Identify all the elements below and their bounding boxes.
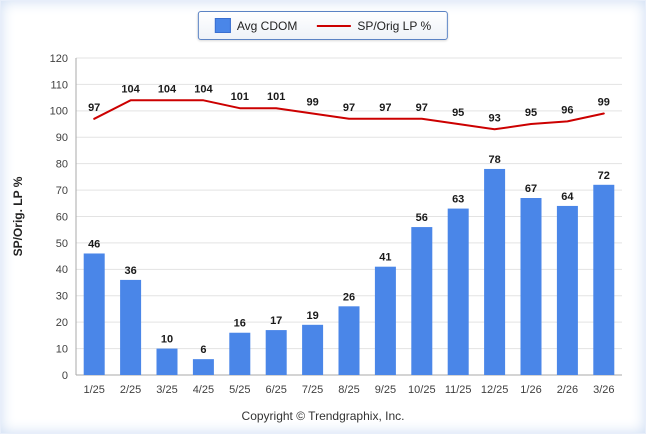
bar <box>156 348 178 375</box>
y-tick-label: 120 <box>50 53 68 65</box>
bar-value-label: 36 <box>124 265 136 277</box>
y-tick-label: 60 <box>56 211 68 223</box>
bar-value-label: 16 <box>234 318 246 330</box>
bar <box>192 359 214 375</box>
x-tick-label: 11/25 <box>445 384 472 396</box>
line-value-label: 97 <box>379 102 391 114</box>
x-tick-label: 1/25 <box>83 384 104 396</box>
line-value-label: 99 <box>598 96 610 108</box>
legend-item-avg-cdom: Avg CDOM <box>214 18 298 33</box>
bar-value-label: 78 <box>488 154 500 166</box>
legend-label-avg-cdom: Avg CDOM <box>236 18 298 33</box>
x-tick-label: 2/25 <box>120 384 141 396</box>
bar <box>229 332 251 375</box>
line-value-label: 104 <box>194 83 213 95</box>
copyright-text: Copyright © Trendgraphix, Inc. <box>241 409 405 423</box>
y-tick-label: 40 <box>56 264 68 276</box>
bar <box>411 227 433 375</box>
bar <box>484 168 506 375</box>
bar <box>83 253 105 375</box>
bar-value-label: 46 <box>88 238 100 250</box>
x-tick-label: 5/25 <box>229 384 250 396</box>
line-value-label: 104 <box>158 83 177 95</box>
bar <box>447 208 469 375</box>
y-tick-label: 0 <box>62 370 68 382</box>
bar-value-label: 17 <box>270 315 282 327</box>
bar <box>265 330 287 375</box>
line-value-label: 101 <box>231 91 249 103</box>
bar <box>556 205 578 375</box>
x-tick-label: 12/25 <box>481 384 509 396</box>
bar <box>120 279 142 375</box>
legend-item-sp-orig-lp: SP/Orig LP % <box>317 19 431 33</box>
bar-value-label: 6 <box>200 344 206 356</box>
y-tick-label: 70 <box>56 185 68 197</box>
line-value-label: 93 <box>488 112 500 124</box>
y-tick-label: 20 <box>56 317 68 329</box>
x-tick-label: 2/26 <box>557 384 578 396</box>
bar <box>374 266 396 375</box>
bar <box>338 306 360 375</box>
bar-value-label: 56 <box>416 212 428 224</box>
line-value-label: 97 <box>88 102 100 114</box>
x-tick-label: 1/26 <box>520 384 541 396</box>
x-tick-label: 8/25 <box>338 384 359 396</box>
bar-value-label: 72 <box>598 170 610 182</box>
bar <box>593 184 615 375</box>
bar-swatch-icon <box>214 18 231 33</box>
bar <box>302 324 324 375</box>
legend: Avg CDOM SP/Orig LP % <box>197 11 449 40</box>
line-value-label: 97 <box>416 102 428 114</box>
y-tick-label: 30 <box>56 291 68 303</box>
bar-value-label: 64 <box>561 191 574 203</box>
x-tick-label: 4/25 <box>193 384 214 396</box>
bar-value-label: 41 <box>379 252 391 264</box>
x-tick-label: 6/25 <box>265 384 286 396</box>
x-tick-label: 10/25 <box>408 384 436 396</box>
bar-value-label: 63 <box>452 194 464 206</box>
line-value-label: 101 <box>267 91 285 103</box>
y-tick-label: 90 <box>56 132 68 144</box>
y-tick-label: 110 <box>50 79 68 91</box>
line-value-label: 95 <box>525 107 537 119</box>
bar-value-label: 10 <box>161 334 173 346</box>
line-swatch-icon <box>317 24 352 27</box>
bar-value-label: 19 <box>306 310 318 322</box>
y-tick-label: 10 <box>56 343 68 355</box>
line-value-label: 95 <box>452 107 464 119</box>
y-axis-title: SP/Orig. LP % <box>11 176 25 257</box>
x-tick-label: 3/25 <box>156 384 177 396</box>
y-tick-label: 50 <box>56 238 68 250</box>
x-tick-label: 9/25 <box>375 384 396 396</box>
y-tick-label: 100 <box>50 106 68 118</box>
bar <box>520 198 542 375</box>
legend-label-sp-orig-lp: SP/Orig LP % <box>357 18 432 33</box>
bar-value-label: 67 <box>525 183 537 195</box>
line-value-label: 96 <box>561 104 573 116</box>
line-value-label: 97 <box>343 102 355 114</box>
bar-value-label: 26 <box>343 291 355 303</box>
line-path <box>93 99 605 131</box>
y-tick-label: 80 <box>56 159 68 171</box>
line-value-label: 99 <box>306 96 318 108</box>
line-value-label: 104 <box>121 83 140 95</box>
x-tick-label: 3/26 <box>593 384 614 396</box>
x-tick-label: 7/25 <box>302 384 323 396</box>
